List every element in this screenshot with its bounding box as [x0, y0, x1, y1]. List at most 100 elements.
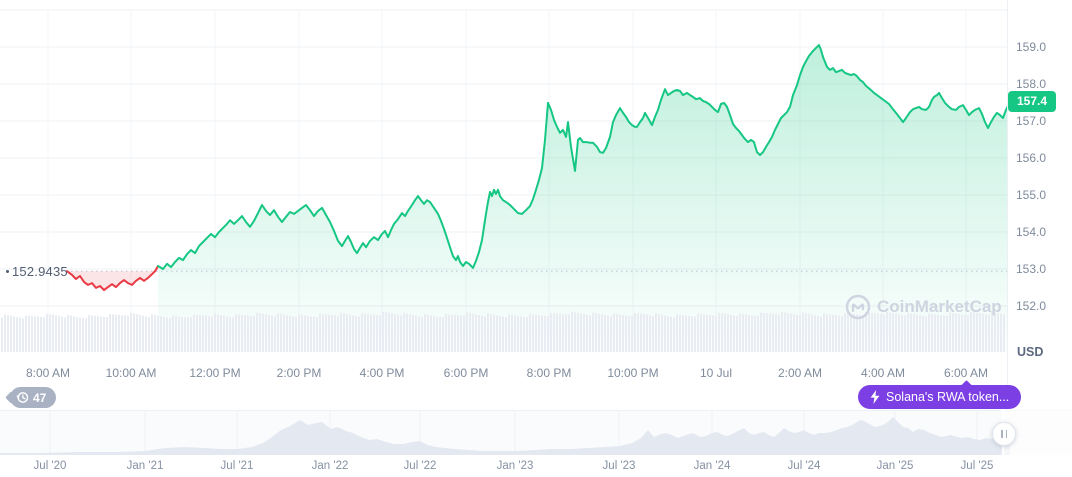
volume-bar: [874, 313, 876, 352]
volume-bar: [820, 316, 822, 352]
volume-bar: [919, 315, 921, 352]
up-area-fill: [158, 45, 1008, 352]
volume-bar: [361, 313, 363, 352]
volume-bar: [958, 313, 960, 352]
volume-bar: [595, 313, 597, 352]
volume-bar: [277, 313, 279, 352]
volume-bar: [58, 315, 60, 352]
volume-bar: [112, 314, 114, 352]
volume-bar: [805, 313, 807, 352]
volume-bar: [352, 315, 354, 352]
volume-bar: [445, 314, 447, 352]
volume-bar: [952, 313, 954, 352]
volume-bar: [271, 315, 273, 352]
volume-bar: [559, 313, 561, 352]
volume-bar: [733, 315, 735, 352]
volume-bar: [631, 316, 633, 352]
volume-bar: [238, 314, 240, 352]
volume-bar: [1000, 313, 1002, 352]
volume-bar: [385, 312, 387, 352]
volume-bar: [196, 314, 198, 352]
volume-bar: [325, 314, 327, 352]
volume-bar: [949, 312, 951, 352]
volume-bar: [655, 313, 657, 352]
volume-bar: [442, 317, 444, 352]
volume-bar: [754, 315, 756, 352]
range-selector[interactable]: [0, 410, 1072, 455]
volume-bar: [592, 312, 594, 352]
volume-bar: [808, 313, 810, 352]
volume-bar: [889, 312, 891, 352]
open-price-value: 152.9435: [12, 264, 68, 279]
volume-bar: [844, 312, 846, 352]
x-axis-tick-label: 6:00 PM: [443, 366, 489, 380]
volume-bar: [898, 314, 900, 352]
volume-bar: [121, 315, 123, 352]
volume-bar: [4, 314, 6, 352]
news-text: Solana's RWA token...: [886, 390, 1010, 404]
volume-bar: [145, 316, 147, 352]
news-annotation-badge[interactable]: Solana's RWA token...: [858, 380, 1022, 409]
volume-bar: [511, 314, 513, 352]
range-handle[interactable]: [992, 422, 1016, 446]
x-axis-tick-label: 10:00 AM: [105, 366, 157, 380]
volume-bar: [34, 316, 36, 352]
volume-bar: [67, 314, 69, 352]
volume-bar: [472, 313, 474, 352]
volume-bar: [994, 312, 996, 352]
volume-bar: [55, 315, 57, 352]
volume-bar: [310, 316, 312, 352]
volume-bar: [586, 314, 588, 352]
volume-bar: [796, 314, 798, 352]
volume-bar: [37, 316, 39, 352]
volume-bar: [868, 312, 870, 352]
history-count: 47: [33, 390, 47, 405]
volume-bar: [502, 316, 504, 352]
volume-bar: [208, 316, 210, 352]
volume-bar: [625, 315, 627, 352]
volume-bar: [220, 315, 222, 352]
volume-bar: [751, 315, 753, 352]
volume-bar: [598, 313, 600, 352]
volume-bar: [925, 316, 927, 352]
volume-bar: [214, 313, 216, 352]
volume-bar: [922, 315, 924, 352]
volume-bar: [49, 314, 51, 352]
x-axis-tick-label: 2:00 PM: [276, 366, 322, 380]
volume-bar: [346, 313, 348, 352]
volume-bar: [580, 313, 582, 352]
volume-bar: [790, 313, 792, 352]
volume-bar: [514, 315, 516, 352]
volume-bar: [478, 315, 480, 352]
volume-bar: [529, 314, 531, 352]
volume-bar: [781, 311, 783, 352]
volume-bar: [811, 314, 813, 352]
volume-bar: [556, 313, 558, 352]
volume-bar: [382, 311, 384, 352]
volume-bar: [268, 314, 270, 352]
volume-bar: [154, 314, 156, 352]
volume-bar: [280, 313, 282, 352]
volume-bar: [736, 316, 738, 352]
volume-bar: [319, 313, 321, 352]
volume-bar: [331, 314, 333, 352]
volume-bar: [232, 317, 234, 352]
volume-bar: [865, 311, 867, 352]
volume-bar: [1003, 314, 1005, 352]
volume-bar: [394, 314, 396, 352]
volume-bar: [565, 314, 567, 352]
volume-bar: [274, 316, 276, 352]
volume-bar: [418, 316, 420, 352]
navigator-date-label: Jul '23: [602, 460, 636, 472]
volume-bar: [106, 317, 108, 352]
volume-bar: [700, 313, 702, 352]
history-events-badge[interactable]: 47: [5, 387, 57, 408]
volume-bar: [454, 314, 456, 352]
volume-bar: [940, 315, 942, 352]
volume-bar: [748, 314, 750, 352]
volume-bar: [322, 314, 324, 352]
volume-bar: [739, 313, 741, 352]
volume-bar: [847, 313, 849, 352]
volume-bar: [334, 315, 336, 352]
